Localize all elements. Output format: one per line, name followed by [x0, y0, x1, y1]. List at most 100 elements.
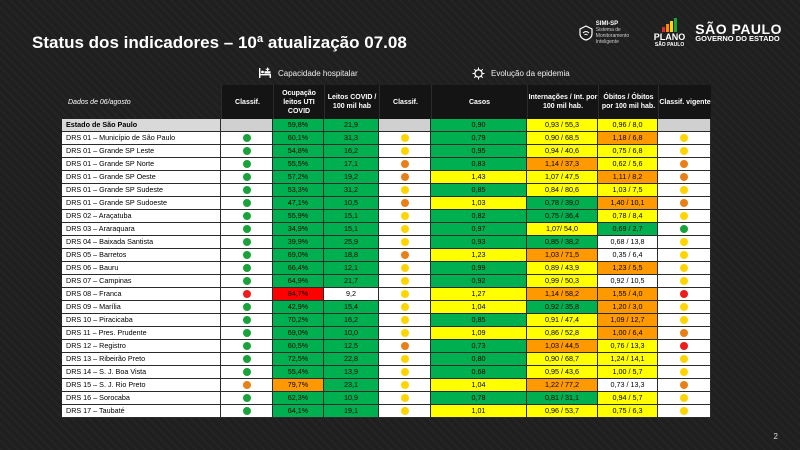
header-casos: Casos: [431, 85, 527, 119]
table-row: DRS 08 – Franca 84,7% 9,2 1,27 1,14 / 58,2 1,…: [62, 288, 711, 301]
internacoes-cell: 0,95 / 43,6: [527, 366, 598, 379]
classification-dot: [680, 147, 688, 155]
classification-dot: [680, 251, 688, 259]
classification-dot: [400, 238, 409, 246]
internacoes-cell: 1,07 / 47,5: [527, 171, 598, 184]
classification-dot: [680, 212, 688, 220]
ocupacao-cell: 84,7%: [273, 288, 324, 301]
classif-evolution-cell: [379, 210, 431, 223]
header-logos: SIMI-SP Sistema de Monitoramento Intelig…: [579, 16, 782, 50]
classif-vigente-cell: [658, 119, 711, 132]
ocupacao-cell: 59,8%: [273, 119, 324, 132]
classif-evolution-cell: [379, 392, 431, 405]
leitos-cell: 25,9: [324, 236, 379, 249]
casos-cell: 0,78: [431, 392, 527, 405]
obitos-cell: 0,94 / 5,7: [598, 392, 658, 405]
obitos-cell: 0,76 / 13,3: [598, 340, 658, 353]
classif-evolution-cell: [379, 327, 431, 340]
internacoes-cell: 1,07/ 54,0: [527, 223, 598, 236]
table-row: DRS 16 – Sorocaba 62,3% 10,9 0,78 0,81 / 31,…: [62, 392, 711, 405]
classification-dot: [400, 186, 409, 194]
classification-dot: [242, 394, 251, 402]
table-row: DRS 09 – Marília 42,9% 15,4 1,04 0,92 / 35,8…: [62, 301, 711, 314]
classification-dot: [242, 303, 251, 311]
ocupacao-cell: 70,2%: [273, 314, 324, 327]
plano-line1: PLANO: [653, 32, 686, 42]
classif-evolution-cell: [379, 119, 431, 132]
obitos-cell: 1,00 / 6,4: [598, 327, 658, 340]
classification-dot: [242, 160, 251, 168]
classif-evolution-cell: [379, 314, 431, 327]
plano-bars-icon: [662, 18, 678, 32]
classif-capacity-cell: [221, 314, 273, 327]
classification-dot: [242, 251, 251, 259]
casos-cell: 0,83: [431, 158, 527, 171]
classif-vigente-cell: [658, 288, 711, 301]
classif-vigente-cell: [658, 158, 711, 171]
leitos-cell: 16,2: [324, 145, 379, 158]
hospital-bed-icon: [259, 67, 271, 78]
table-row: DRS 01 – Grande SP Sudeste 53,3% 31,2 0,85 0…: [62, 184, 711, 197]
table-row: DRS 06 – Bauru 66,4% 12,1 0,99 0,89 / 43,9 1,…: [62, 262, 711, 275]
classification-dot: [242, 329, 251, 337]
classification-dot: [400, 264, 409, 272]
ocupacao-cell: 53,3%: [273, 184, 324, 197]
classif-capacity-cell: [221, 184, 273, 197]
classif-vigente-cell: [658, 197, 711, 210]
legend-evolution-label: Evolução da epidemia: [491, 69, 570, 78]
classif-capacity-cell: [221, 223, 273, 236]
classif-evolution-cell: [379, 197, 431, 210]
simi-sp-icon: [579, 25, 593, 41]
obitos-cell: 1,20 / 3,0: [598, 301, 658, 314]
ocupacao-cell: 64,9%: [273, 275, 324, 288]
classification-dot: [242, 381, 251, 389]
classif-vigente-cell: [658, 366, 711, 379]
classification-dot: [680, 394, 688, 402]
ocupacao-cell: 69,0%: [273, 327, 324, 340]
table-body: Estado de São Paulo 59,8% 21,9 0,90 0,93 / 5…: [62, 119, 711, 418]
leitos-cell: 16,2: [324, 314, 379, 327]
ocupacao-cell: 55,4%: [273, 366, 324, 379]
classif-evolution-cell: [379, 223, 431, 236]
obitos-cell: 1,24 / 14,1: [598, 353, 658, 366]
classification-dot: [680, 329, 688, 337]
casos-cell: 1,27: [431, 288, 527, 301]
classif-capacity-cell: [221, 197, 273, 210]
plano-line2: SÃO PAULO: [654, 42, 685, 48]
leitos-cell: 21,9: [324, 119, 379, 132]
region-name: DRS 13 – Ribeirão Preto: [62, 353, 221, 366]
casos-cell: 0,79: [431, 132, 527, 145]
table-header: Dados de 06/agosto Classif. Ocupação lei…: [62, 85, 711, 119]
classif-capacity-cell: [221, 158, 273, 171]
legend-evolution: Evolução da epidemia: [472, 67, 570, 80]
leitos-cell: 23,1: [324, 379, 379, 392]
casos-cell: 0,97: [431, 223, 527, 236]
region-name: DRS 02 – Araçatuba: [62, 210, 221, 223]
obitos-cell: 1,00 / 5,7: [598, 366, 658, 379]
leitos-cell: 15,1: [324, 223, 379, 236]
obitos-cell: 1,11 / 8,2: [598, 171, 658, 184]
classif-capacity-cell: [221, 119, 273, 132]
classif-vigente-cell: [658, 353, 711, 366]
leitos-cell: 10,0: [324, 327, 379, 340]
classification-dot: [680, 316, 688, 324]
ocupacao-cell: 66,4%: [273, 262, 324, 275]
classification-dot: [400, 368, 409, 376]
table-row: DRS 14 – S. J. Boa Vista 55,4% 13,9 0,68 0,9…: [62, 366, 711, 379]
casos-cell: 0,68: [431, 366, 527, 379]
internacoes-cell: 0,94 / 40,6: [527, 145, 598, 158]
casos-cell: 0,85: [431, 314, 527, 327]
casos-cell: 0,92: [431, 275, 527, 288]
internacoes-cell: 1,22 / 77,2: [527, 379, 598, 392]
classification-dot: [680, 173, 688, 181]
region-name: Estado de São Paulo: [62, 119, 221, 132]
classification-dot: [242, 277, 251, 285]
leitos-cell: 31,2: [324, 184, 379, 197]
classif-capacity-cell: [221, 249, 273, 262]
classification-dot: [400, 277, 409, 285]
classification-dot: [400, 303, 409, 311]
classification-dot: [242, 342, 251, 350]
region-name: DRS 15 – S. J. Rio Preto: [62, 379, 221, 392]
obitos-cell: 0,92 / 10,5: [598, 275, 658, 288]
table-row: DRS 12 – Registro 60,5% 12,5 0,73 1,03 / 44,…: [62, 340, 711, 353]
